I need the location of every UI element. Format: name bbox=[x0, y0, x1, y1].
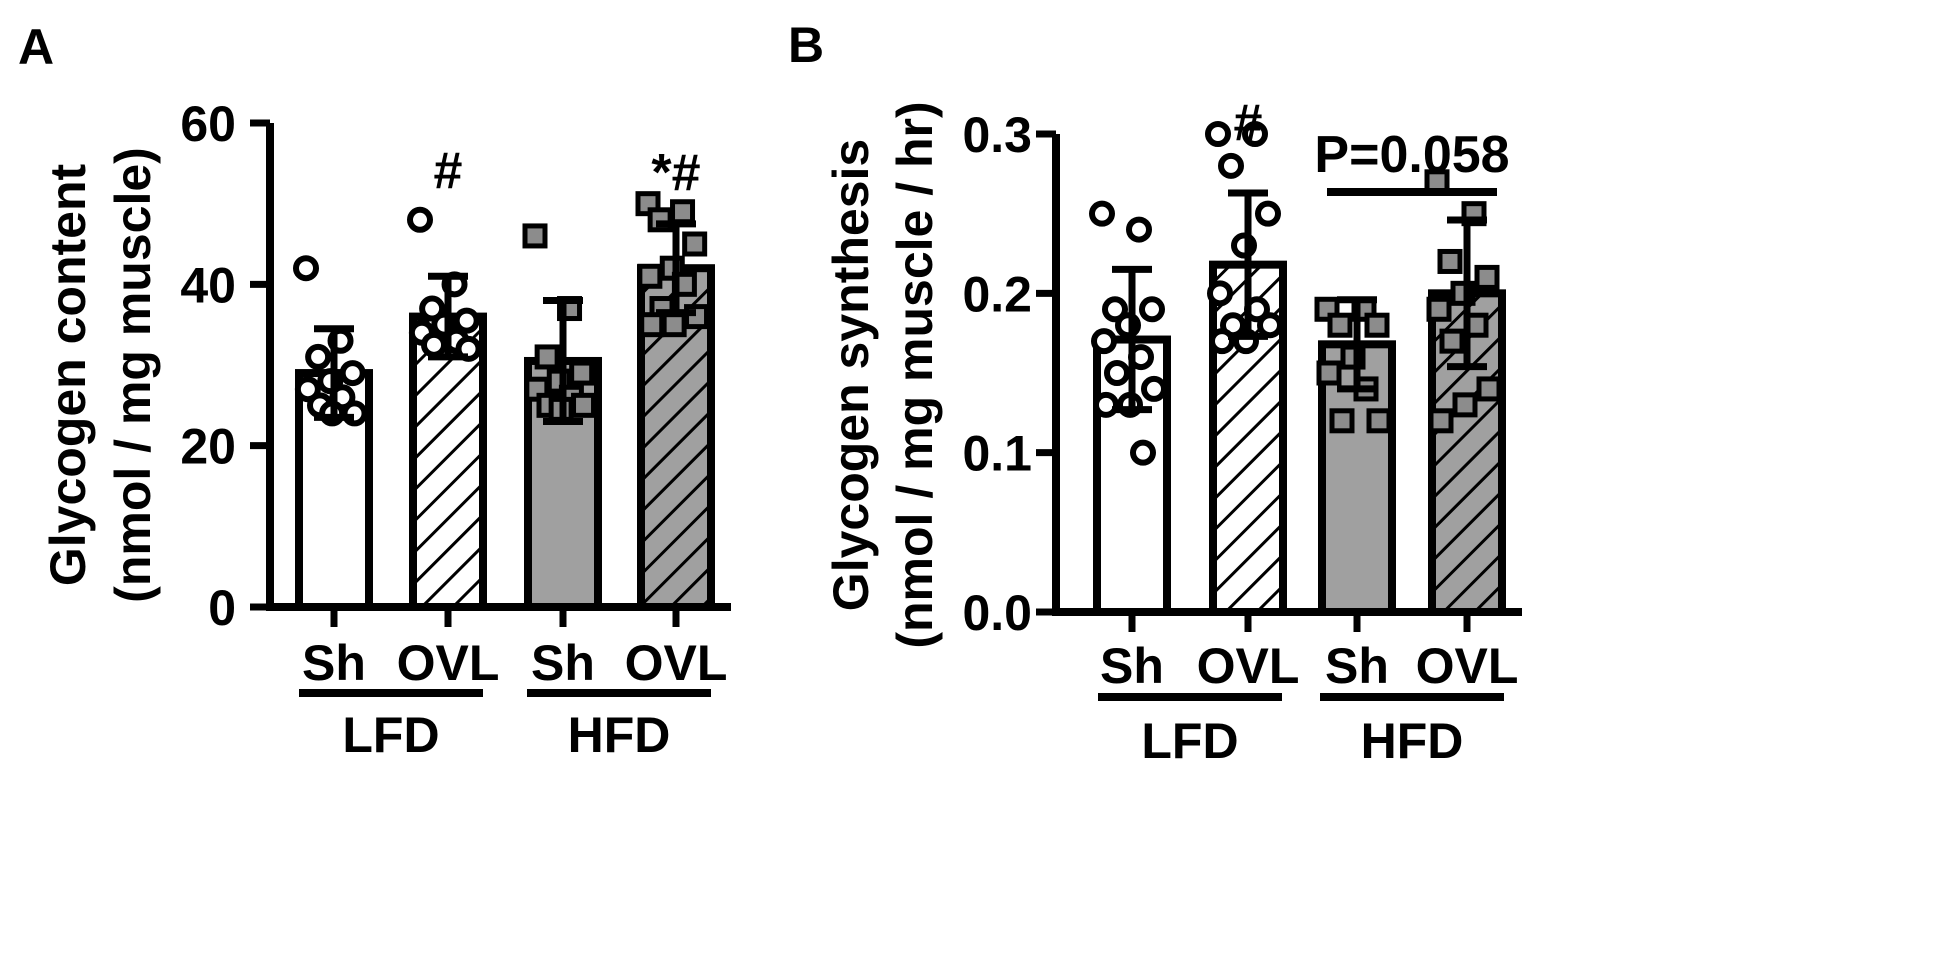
panel-a-ylabel-line2: (nmol / mg muscle) bbox=[105, 147, 161, 603]
data-point bbox=[670, 199, 696, 225]
data-point bbox=[1255, 200, 1281, 227]
data-point bbox=[421, 331, 447, 358]
x-category-label: OVL bbox=[1197, 638, 1300, 694]
data-point bbox=[1141, 375, 1167, 402]
panel-a-letter: A bbox=[18, 19, 54, 75]
x-category-label: OVL bbox=[625, 635, 728, 691]
y-tick-label: 40 bbox=[180, 257, 236, 313]
group-label: HFD bbox=[568, 707, 671, 763]
data-point bbox=[682, 231, 708, 257]
data-point bbox=[1329, 408, 1355, 434]
panel-b-letter: B bbox=[788, 17, 824, 73]
x-category-label: Sh bbox=[1325, 638, 1389, 694]
data-point bbox=[1091, 328, 1117, 355]
data-point bbox=[1452, 392, 1478, 418]
data-point bbox=[1364, 312, 1390, 338]
data-point bbox=[1126, 216, 1152, 243]
panel-a-plot: 0 20 40 60 Sh OVL # Sh OVL *# LFD HFD bbox=[180, 96, 731, 763]
y-tick-label: 0.2 bbox=[962, 266, 1032, 322]
significance-marker: # bbox=[1234, 94, 1263, 152]
data-point bbox=[293, 255, 319, 282]
data-point bbox=[305, 343, 332, 370]
panel-b-ylabel-line2: (nmol / mg muscle / hr) bbox=[887, 101, 943, 648]
data-point bbox=[1242, 121, 1268, 147]
significance-marker: # bbox=[434, 142, 463, 200]
group-label: LFD bbox=[342, 707, 439, 763]
data-point bbox=[1205, 121, 1231, 147]
group-label: HFD bbox=[1361, 713, 1464, 769]
panel-b-ylabel-line1: Glycogen synthesis bbox=[823, 139, 879, 611]
data-point bbox=[1102, 296, 1128, 323]
panel-a-ylabel-line1: Glycogen content bbox=[40, 164, 96, 587]
data-point bbox=[419, 295, 446, 322]
x-category-label: Sh bbox=[531, 635, 595, 691]
panel-b-plot: 0.0 0.1 0.2 0.3 Sh OVL # Sh OVL LFD HFD P=0.058 bbox=[962, 94, 1522, 769]
data-point bbox=[407, 206, 433, 233]
data-point bbox=[1139, 296, 1165, 323]
data-point bbox=[1089, 200, 1115, 227]
data-point bbox=[1209, 328, 1235, 355]
data-point bbox=[639, 312, 665, 338]
x-category-label: Sh bbox=[1100, 638, 1164, 694]
data-point bbox=[1428, 408, 1454, 434]
data-point bbox=[1207, 280, 1233, 307]
y-tick-label: 0.3 bbox=[962, 107, 1032, 163]
data-point bbox=[1104, 360, 1130, 386]
x-category-label: OVL bbox=[1416, 638, 1519, 694]
data-point bbox=[453, 307, 480, 334]
x-category-label: OVL bbox=[397, 635, 500, 691]
panel-a: A Glycogen content (nmol / mg muscle) 0 2… bbox=[18, 19, 731, 763]
y-tick-label: 0.0 bbox=[962, 585, 1032, 641]
data-point bbox=[1316, 360, 1342, 386]
data-point bbox=[1257, 312, 1283, 339]
data-point bbox=[1474, 264, 1500, 290]
data-point bbox=[1439, 328, 1465, 354]
data-point bbox=[1218, 152, 1244, 179]
comparison-p-value: P=0.058 bbox=[1314, 126, 1509, 184]
data-point bbox=[661, 312, 687, 338]
data-point bbox=[637, 263, 663, 289]
group-label: LFD bbox=[1141, 713, 1238, 769]
y-tick-label: 20 bbox=[180, 419, 236, 475]
y-tick-label: 0.1 bbox=[962, 426, 1032, 482]
data-point bbox=[569, 360, 595, 386]
panel-b: B Glycogen synthesis (nmol / mg muscle /… bbox=[788, 17, 1522, 769]
data-point bbox=[1437, 248, 1463, 274]
data-point bbox=[1476, 376, 1502, 402]
data-point bbox=[339, 360, 366, 387]
data-point bbox=[1366, 408, 1392, 434]
data-point bbox=[294, 376, 321, 403]
y-tick-label: 60 bbox=[180, 96, 236, 152]
data-point bbox=[1426, 296, 1452, 322]
data-point bbox=[1327, 312, 1353, 338]
data-point bbox=[534, 344, 560, 370]
data-point bbox=[1093, 391, 1119, 418]
significance-marker: *# bbox=[651, 144, 700, 202]
data-point bbox=[522, 223, 548, 249]
data-point bbox=[1130, 439, 1156, 466]
data-point bbox=[571, 392, 597, 418]
x-category-label: Sh bbox=[302, 635, 366, 691]
y-tick-label: 0 bbox=[208, 580, 236, 636]
